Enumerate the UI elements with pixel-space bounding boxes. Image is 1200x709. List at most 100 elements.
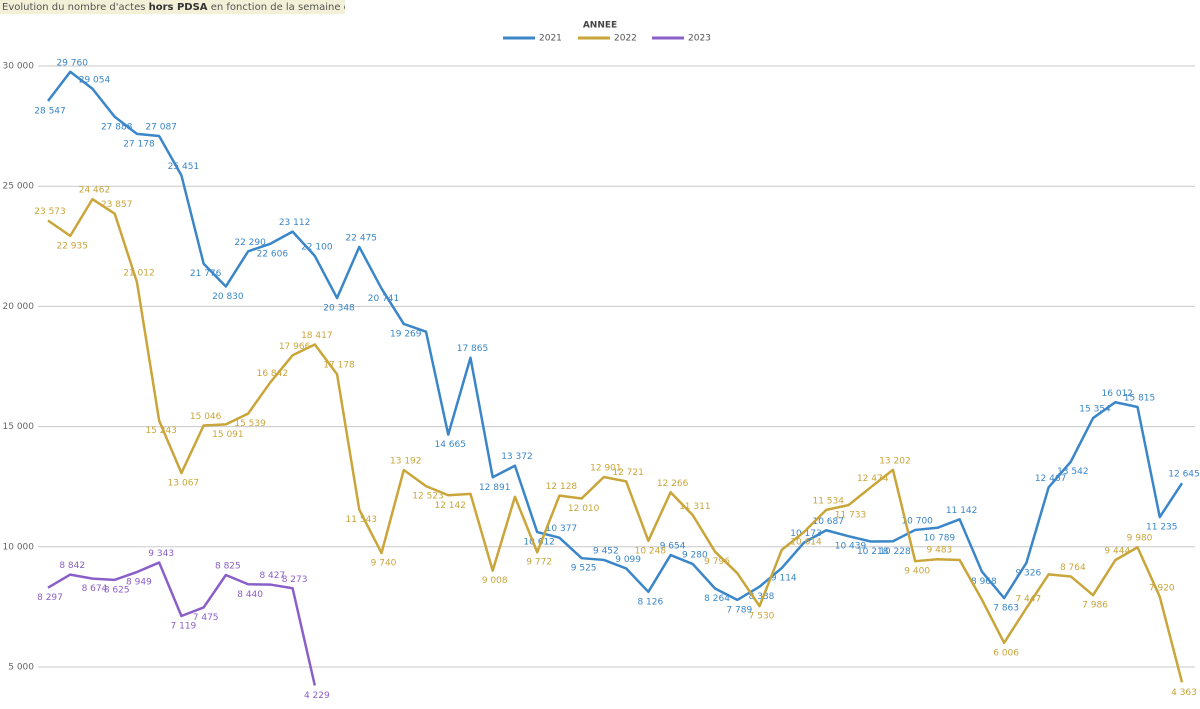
legend-label: 2022 xyxy=(614,34,637,44)
data-label: 27 178 xyxy=(123,139,155,149)
data-label: 9 326 xyxy=(1015,568,1041,578)
data-label: 11 142 xyxy=(946,506,978,516)
legend-title: ANNEE xyxy=(583,21,617,31)
data-label: 7 119 xyxy=(171,622,197,632)
data-label: 10 377 xyxy=(546,524,578,534)
data-label: 8 674 xyxy=(82,584,108,594)
y-tick-label: 10 000 xyxy=(3,542,35,552)
data-label: 10 248 xyxy=(635,546,667,556)
data-label: 16 842 xyxy=(257,369,289,379)
data-label: 10 687 xyxy=(812,517,844,527)
data-label: 15 046 xyxy=(190,412,222,422)
data-label: 15 354 xyxy=(1079,405,1111,415)
data-label: 10 218 xyxy=(857,547,889,557)
title-part: en fonction de la semaine et l'année xyxy=(208,1,394,13)
data-label: 8 825 xyxy=(215,562,241,572)
data-label: 22 475 xyxy=(346,233,378,243)
data-label: 12 467 xyxy=(1035,474,1067,484)
data-label: 11 733 xyxy=(835,511,867,521)
data-label: 8 440 xyxy=(237,590,263,600)
data-label: 9 114 xyxy=(771,574,797,584)
data-label: 15 091 xyxy=(212,430,244,440)
data-label: 8 949 xyxy=(126,578,152,588)
data-label: 24 462 xyxy=(79,186,111,196)
data-label: 11 534 xyxy=(812,496,844,506)
data-label: 9 796 xyxy=(704,557,730,567)
data-label: 22 290 xyxy=(234,238,266,248)
title-part: hors PDSA xyxy=(149,2,208,13)
data-label: 9 525 xyxy=(571,564,597,574)
title-background xyxy=(0,0,345,14)
chart-title: Evolution du nombre d'actes hors PDSA en… xyxy=(2,1,394,13)
data-label: 20 741 xyxy=(368,294,400,304)
data-label: 27 888 xyxy=(101,122,133,132)
data-label: 8 968 xyxy=(971,577,997,587)
data-label: 8 126 xyxy=(637,597,663,607)
data-label: 12 128 xyxy=(546,482,578,492)
data-label: 23 573 xyxy=(34,207,66,217)
series-line xyxy=(47,197,1184,683)
data-label: 12 010 xyxy=(568,504,600,514)
legend-label: 2023 xyxy=(688,34,711,44)
data-label: 17 178 xyxy=(323,361,355,371)
data-label: 15 539 xyxy=(234,419,266,429)
data-label: 9 980 xyxy=(1127,534,1153,544)
data-label: 11 311 xyxy=(679,502,711,512)
y-tick-label: 20 000 xyxy=(3,302,35,312)
data-label: 9 654 xyxy=(660,542,686,552)
data-label: 12 721 xyxy=(612,468,644,478)
data-label: 18 417 xyxy=(301,331,333,341)
data-label: 27 087 xyxy=(145,123,177,133)
data-label: 22 100 xyxy=(301,242,333,252)
data-label: 17 865 xyxy=(457,344,489,354)
data-label: 7 447 xyxy=(1015,595,1041,605)
data-label: 9 008 xyxy=(482,576,508,586)
data-label: 15 815 xyxy=(1124,393,1156,403)
data-label: 14 665 xyxy=(434,440,466,450)
data-label: 8 338 xyxy=(749,592,775,602)
data-label: 21 776 xyxy=(190,269,222,279)
data-label: 7 863 xyxy=(993,604,1019,614)
data-label: 7 789 xyxy=(726,605,752,615)
data-label: 12 645 xyxy=(1168,470,1200,480)
data-label: 7 530 xyxy=(749,612,775,622)
data-label: 17 966 xyxy=(279,342,311,352)
series-line xyxy=(47,70,1184,602)
data-label: 13 542 xyxy=(1057,467,1089,477)
data-label: 12 901 xyxy=(590,464,622,474)
data-label: 8 427 xyxy=(259,571,285,581)
data-label: 13 067 xyxy=(168,479,200,489)
data-label: 12 142 xyxy=(434,501,466,511)
data-label: 7 920 xyxy=(1149,583,1175,593)
data-label: 7 986 xyxy=(1082,601,1108,611)
title-part: Evolution du nombre d'actes xyxy=(2,2,149,13)
data-label: 9 343 xyxy=(148,549,174,559)
data-label: 11 235 xyxy=(1146,523,1178,533)
data-label: 8 264 xyxy=(704,594,730,604)
data-label: 10 173 xyxy=(790,529,822,539)
data-label: 19 269 xyxy=(390,329,422,339)
data-label: 12 523 xyxy=(412,492,444,502)
data-label: 13 202 xyxy=(879,456,911,466)
data-label: 22 935 xyxy=(56,241,88,251)
data-label: 12 474 xyxy=(857,474,889,484)
data-label: 8 297 xyxy=(37,593,63,603)
data-label: 25 451 xyxy=(168,162,200,172)
series-line xyxy=(47,561,317,686)
data-label: 8 625 xyxy=(104,585,130,595)
data-label: 8 764 xyxy=(1060,563,1086,573)
data-label: 4 363 xyxy=(1171,688,1197,698)
data-label: 9 280 xyxy=(682,551,708,561)
data-label: 9 483 xyxy=(927,546,953,556)
data-label: 10 612 xyxy=(523,538,555,548)
data-label: 9 444 xyxy=(1104,547,1130,557)
data-label: 9 099 xyxy=(615,555,641,565)
data-label: 10 614 xyxy=(790,538,822,548)
data-label: 21 012 xyxy=(123,269,155,279)
data-label: 15 243 xyxy=(145,426,177,436)
data-label: 8 273 xyxy=(282,575,308,585)
data-label: 29 054 xyxy=(79,75,111,85)
data-label: 13 192 xyxy=(390,457,422,467)
data-label: 10 700 xyxy=(901,516,933,526)
